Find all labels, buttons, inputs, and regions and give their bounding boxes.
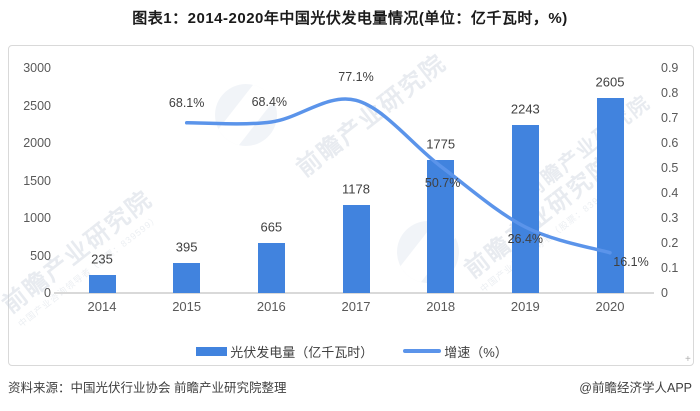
y-axis-left-tick: 3000 (23, 61, 51, 75)
y-axis-right-tick: 0.9 (661, 61, 679, 75)
growth-rate-label: 26.4% (507, 232, 544, 246)
resize-handle-icon: + (685, 354, 691, 365)
x-axis-line (54, 292, 654, 294)
legend-bar-label: 光伏发电量（亿千瓦时） (230, 344, 374, 360)
x-axis-label: 2020 (595, 299, 625, 314)
x-axis-label: 2017 (341, 299, 371, 314)
legend-item-line[interactable]: 增速（%） (403, 342, 508, 361)
growth-rate-label: 50.7% (424, 176, 461, 191)
y-axis-right-tick: 0.2 (661, 236, 679, 250)
bar-value-label: 665 (260, 219, 283, 235)
bar-2019 (511, 124, 539, 293)
growth-rate-label: 68.1% (168, 95, 205, 110)
line-series-swatch-icon (403, 349, 442, 353)
y-axis-right-tick: 0.3 (661, 211, 679, 225)
bar-value-label: 2243 (510, 101, 540, 117)
legend-item-bar[interactable]: 光伏发电量（亿千瓦时） (196, 342, 373, 361)
bar-value-label: 1178 (342, 181, 370, 197)
plot-area: 0 500 1000 1500 2000 2500 3000 0 0.1 0.2 0.3 0.4 0.5… (9, 46, 695, 367)
y-axis-right-tick: 0.8 (661, 86, 679, 100)
x-axis-label: 2018 (426, 299, 456, 314)
bar-value-label: 395 (175, 239, 198, 255)
y-axis-right-tick: 0.7 (661, 111, 679, 125)
bar-value-label: 1775 (426, 136, 456, 152)
legend-line-label: 增速（%） (444, 344, 508, 360)
bar-2016 (257, 243, 285, 293)
bar-2015 (173, 263, 201, 293)
bar-2014 (88, 275, 116, 293)
x-axis-label: 2014 (87, 299, 117, 314)
y-axis-right-tick: 0.1 (661, 261, 679, 275)
credit-text: @前瞻经济学人APP (579, 380, 692, 395)
y-axis-left-tick: 1500 (23, 173, 51, 188)
footer: 资料来源：中国光伏行业协会 前瞻产业研究院整理 @前瞻经济学人APP (0, 372, 700, 400)
growth-rate-label: 77.1% (338, 70, 374, 85)
growth-rate-label: 68.4% (251, 95, 288, 109)
chart-panel: 前瞻产业研究院 中国产业咨询领导者（股票：839599） 前瞻产业研究院 前瞻产… (0, 45, 695, 367)
y-axis-right-tick: 0 (661, 286, 668, 300)
y-axis-right-tick: 0.4 (661, 186, 679, 200)
y-axis-right-tick: 0.6 (661, 136, 679, 150)
y-axis-left-tick: 2500 (23, 98, 51, 113)
bar-2017 (342, 204, 370, 293)
bar-series-swatch-icon (196, 346, 228, 356)
x-axis-label: 2016 (256, 299, 286, 314)
y-axis-left-tick: 0 (44, 286, 51, 300)
y-axis-left-tick: 2000 (23, 136, 51, 150)
y-axis-left-tick: 500 (30, 248, 51, 263)
growth-rate-label: 16.1% (613, 254, 649, 269)
y-axis-left-tick: 1000 (23, 211, 51, 225)
x-axis-label: 2019 (510, 299, 540, 314)
source-text: 资料来源：中国光伏行业协会 前瞻产业研究院整理 (8, 380, 287, 395)
bar-value-label: 2605 (595, 74, 625, 90)
chart-title: 图表1：2014-2020年中国光伏发电量情况(单位：亿千瓦时，%) (132, 10, 568, 27)
x-axis-label: 2015 (172, 299, 202, 314)
bar-value-label: 235 (91, 251, 113, 267)
y-axis-right-tick: 0.5 (661, 161, 679, 175)
legend: 光伏发电量（亿千瓦时） 增速（%） (9, 341, 695, 361)
